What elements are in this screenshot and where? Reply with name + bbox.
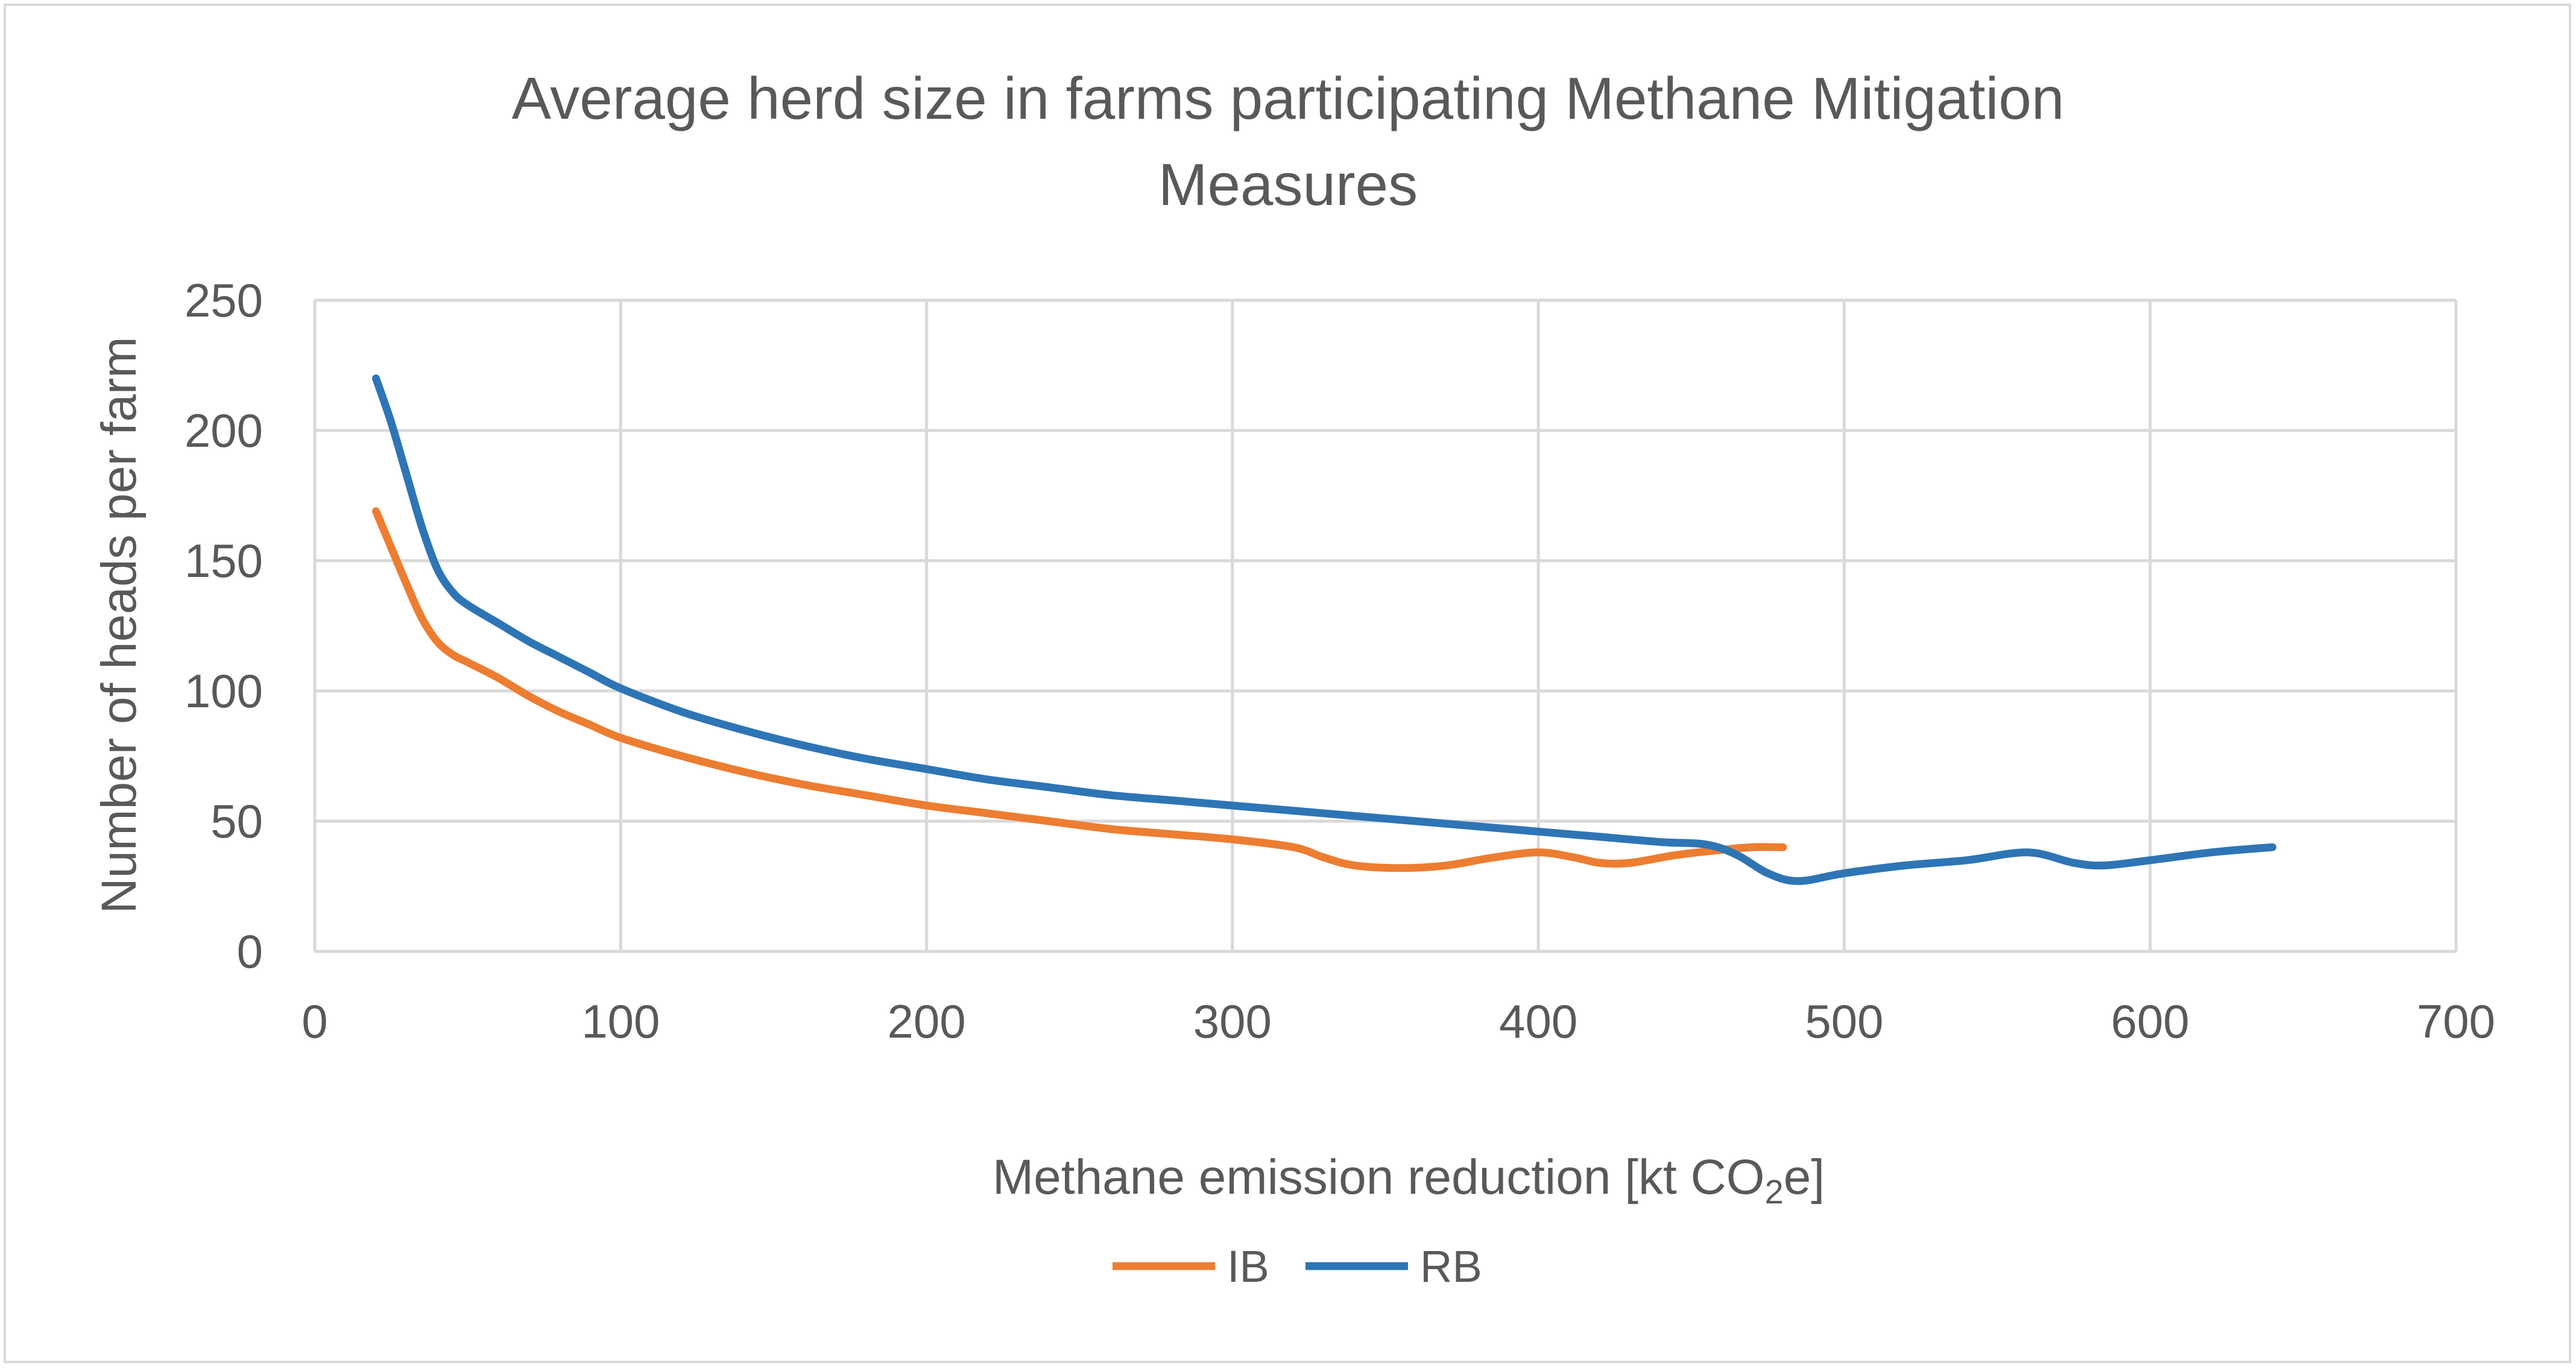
x-axis-ticks: 0 100 200 300 400 500 600 700 (301, 995, 2495, 1048)
y-tick-label: 200 (185, 404, 263, 457)
chart-title-line-1: Average herd size in farms participating… (512, 65, 2065, 131)
x-tick-label: 300 (1193, 995, 1272, 1048)
x-tick-label: 600 (2111, 995, 2189, 1048)
x-tick-label: 200 (888, 995, 966, 1048)
y-tick-label: 100 (185, 664, 263, 717)
y-axis-ticks: 0 50 100 150 200 250 (185, 274, 263, 978)
x-tick-label: 500 (1805, 995, 1883, 1048)
x-tick-label: 400 (1499, 995, 1577, 1048)
legend-item-ib: IB (1113, 1241, 1269, 1291)
chart-frame (4, 4, 2571, 1363)
legend-label: RB (1420, 1241, 1482, 1291)
x-axis-title: Methane emission reduction [kt CO2e] (993, 1150, 1825, 1211)
series-line-ib (372, 507, 1787, 872)
y-tick-label: 0 (237, 925, 263, 978)
chart-title-line-2: Measures (1158, 151, 1418, 218)
y-tick-label: 250 (185, 274, 263, 327)
x-axis-title-end: e] (1784, 1150, 1825, 1205)
x-axis-title-main: Methane emission reduction [kt CO (993, 1150, 1765, 1205)
series-lines (372, 374, 2277, 885)
legend-item-rb: RB (1305, 1241, 1482, 1291)
x-tick-label: 0 (301, 995, 327, 1048)
gridlines (313, 298, 2458, 953)
legend: IB RB (1113, 1241, 1482, 1291)
y-axis-title: Number of heads per farm (92, 336, 147, 913)
x-tick-label: 100 (581, 995, 660, 1048)
series-line-rb (372, 374, 2277, 885)
x-tick-label: 700 (2417, 995, 2495, 1048)
x-axis-title-subscript: 2 (1765, 1173, 1784, 1211)
y-tick-label: 50 (210, 795, 263, 848)
y-tick-label: 150 (185, 534, 263, 587)
legend-label: IB (1227, 1241, 1269, 1291)
